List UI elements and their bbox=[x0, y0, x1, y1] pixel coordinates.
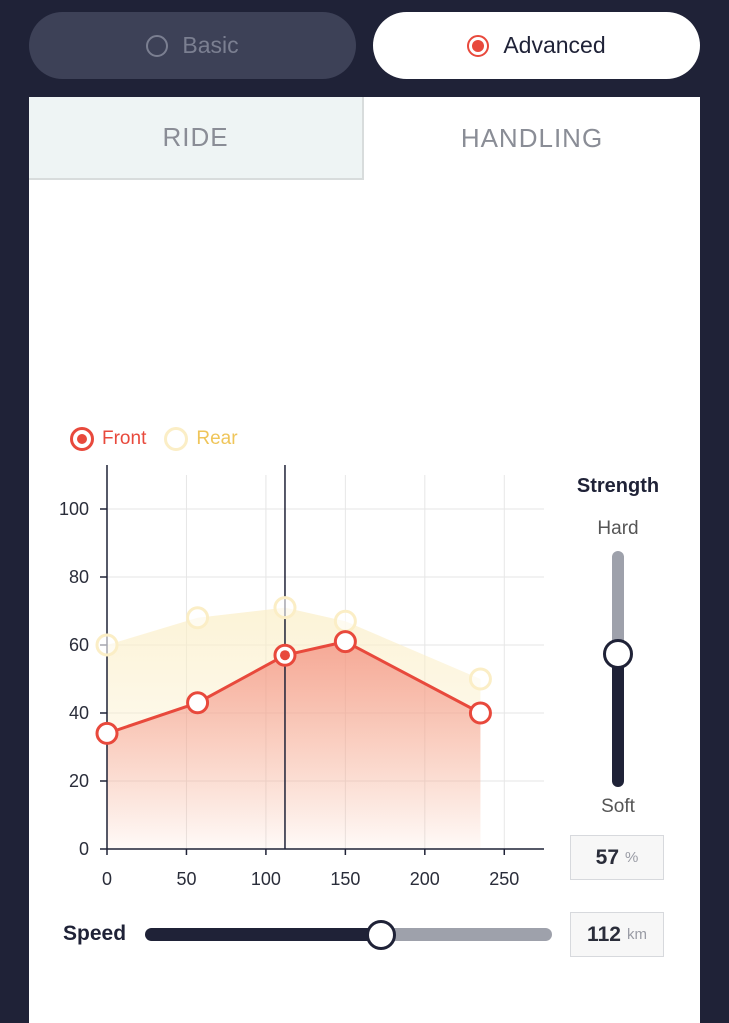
speed-value: 112 bbox=[587, 922, 621, 946]
speed-unit: km bbox=[626, 926, 647, 943]
front-point[interactable] bbox=[333, 630, 357, 654]
strength-track-lower[interactable] bbox=[612, 654, 624, 787]
advanced-mode-label: Advanced bbox=[503, 32, 606, 58]
x-tick-label: 0 bbox=[102, 869, 112, 889]
legend-item-front[interactable]: Front bbox=[70, 427, 146, 451]
advanced-mode-button[interactable]: Advanced bbox=[373, 12, 700, 79]
x-tick-label: 250 bbox=[489, 869, 519, 889]
rear-point[interactable] bbox=[333, 609, 357, 633]
legend-item-rear[interactable]: Rear bbox=[164, 427, 238, 451]
strength-slider-handle[interactable] bbox=[603, 639, 633, 669]
rear-marker-icon bbox=[164, 427, 189, 451]
tab-ride[interactable]: RIDE bbox=[29, 97, 364, 180]
strength-hard-label: Hard bbox=[597, 518, 639, 539]
front-area bbox=[107, 641, 481, 849]
basic-mode-label: Basic bbox=[182, 32, 239, 58]
y-tick-label: 40 bbox=[69, 703, 89, 723]
basic-mode-button[interactable]: Basic bbox=[29, 12, 356, 79]
mode-selector: Basic Advanced bbox=[0, 0, 729, 97]
front-point[interactable] bbox=[468, 701, 492, 725]
front-point[interactable] bbox=[186, 691, 210, 715]
x-tick-label: 50 bbox=[176, 869, 196, 889]
legend-label-front: Front bbox=[102, 428, 147, 449]
x-tick-label: 200 bbox=[410, 869, 440, 889]
front-marker-icon bbox=[70, 427, 94, 451]
rear-point[interactable] bbox=[468, 667, 492, 691]
speed-track-remaining[interactable] bbox=[381, 928, 552, 941]
strength-track-upper[interactable] bbox=[612, 551, 624, 655]
speed-label: Speed bbox=[63, 922, 127, 945]
strength-value-field[interactable]: 57 % bbox=[570, 835, 664, 880]
x-tick-label: 150 bbox=[330, 869, 360, 889]
suspension-chart[interactable]: 0 20 40 60 80 100 0 50 100 150 200 250 bbox=[29, 97, 700, 897]
x-tick-label: 100 bbox=[251, 869, 281, 889]
front-point[interactable] bbox=[95, 721, 119, 745]
strength-unit: % bbox=[625, 849, 639, 866]
advanced-radio-icon bbox=[467, 34, 490, 57]
rear-point[interactable] bbox=[273, 596, 297, 620]
rear-point[interactable] bbox=[186, 606, 210, 630]
chart-legend: Front Rear bbox=[70, 427, 238, 451]
tab-handling[interactable]: HANDLING bbox=[364, 97, 700, 180]
settings-panel: RIDE HANDLING Front Rear 0 20 40 60 80 100 0 50… bbox=[29, 97, 700, 1023]
speed-value-field[interactable]: 112 km bbox=[570, 912, 664, 957]
y-tick-label: 80 bbox=[69, 567, 89, 587]
basic-radio-icon bbox=[146, 34, 169, 57]
strength-value: 57 bbox=[595, 845, 619, 869]
speed-track-filled[interactable] bbox=[145, 928, 383, 941]
front-point-selected-dot bbox=[279, 650, 290, 661]
y-tick-label: 0 bbox=[79, 839, 89, 859]
y-tick-label: 60 bbox=[69, 635, 89, 655]
speed-slider-handle[interactable] bbox=[366, 920, 396, 950]
y-tick-label: 20 bbox=[69, 771, 89, 791]
strength-soft-label: Soft bbox=[601, 796, 635, 817]
rear-point[interactable] bbox=[95, 633, 119, 657]
y-tick-label: 100 bbox=[59, 499, 89, 519]
legend-label-rear: Rear bbox=[196, 428, 238, 449]
strength-title: Strength bbox=[576, 475, 660, 497]
